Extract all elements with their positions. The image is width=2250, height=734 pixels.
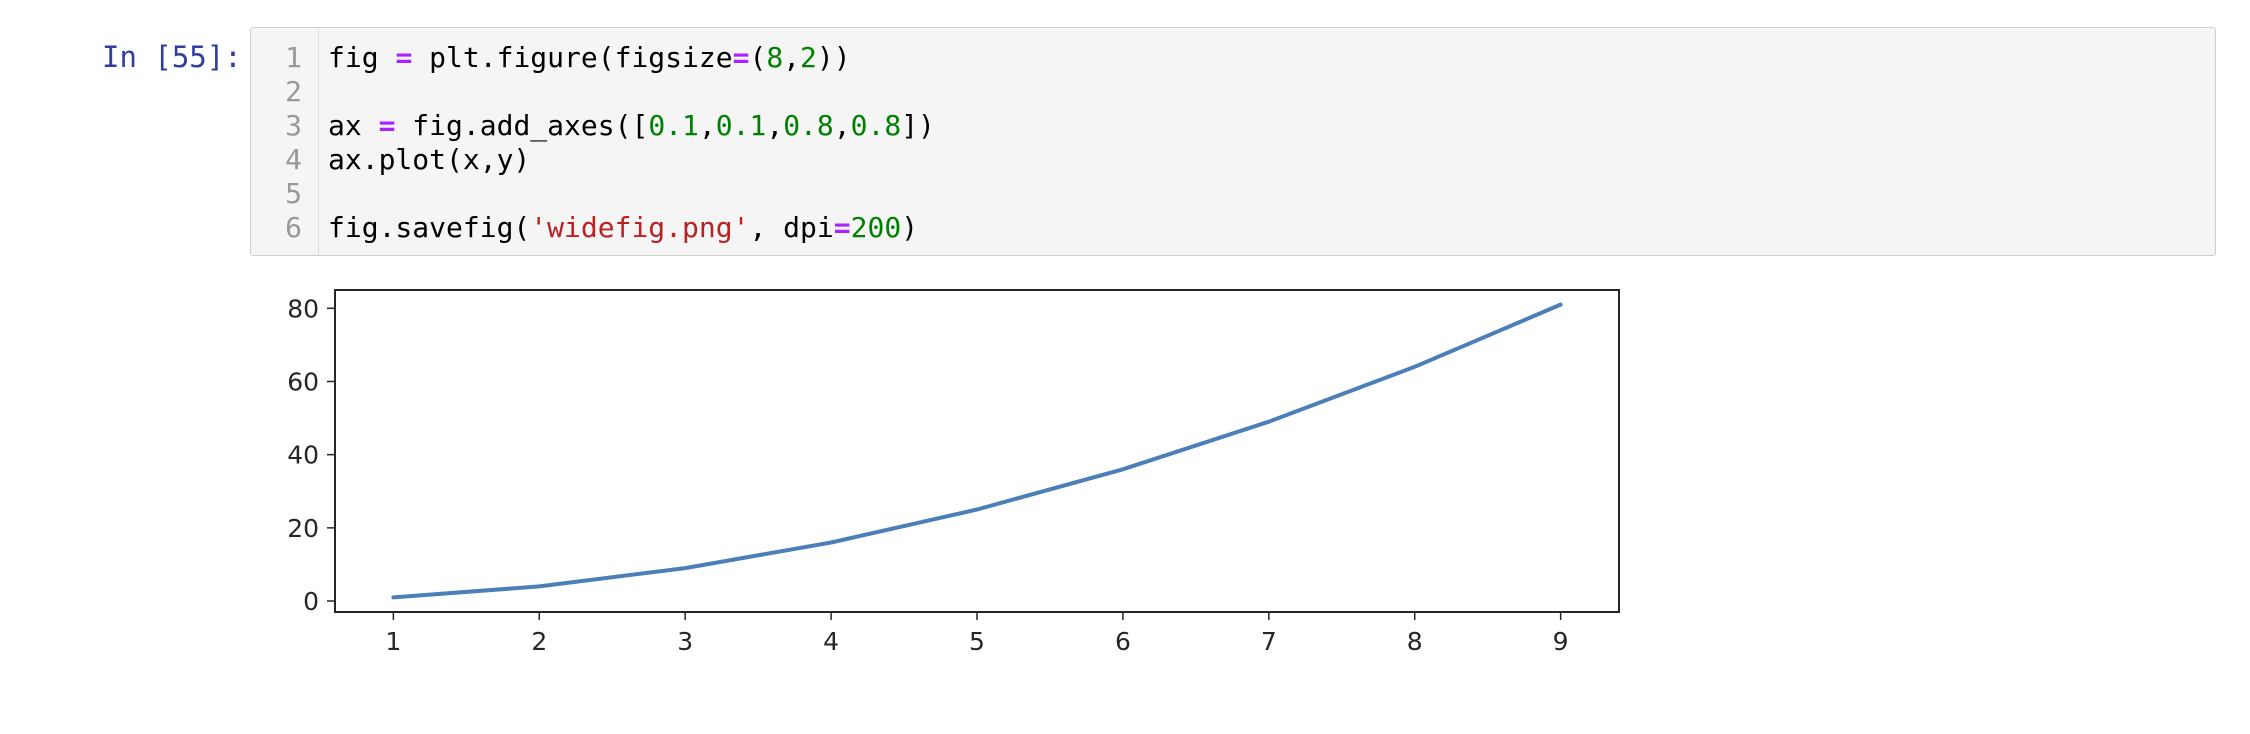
code-token: = [833,211,851,244]
code-token: 200 [850,211,902,244]
y-tick-label: 0 [303,587,319,616]
code-token: 2 [800,41,817,74]
code-token: fig.add_axes([ [395,109,649,142]
code-token: = [395,41,413,74]
x-tick-label: 6 [1115,627,1131,656]
series-line [391,302,1563,600]
code-token: 0.8 [783,109,834,142]
code-line: fig.savefig('widefig.png', dpi=200) [328,211,918,245]
y-tick-label: 40 [287,441,319,470]
code-token: ) [901,211,919,244]
code-token: 0.1 [648,109,699,142]
line-chart: 1 2 3 4 5 6 7 8 9 0 20 40 60 80 [287,289,1620,656]
code-token: , [783,41,801,74]
line-number: 5 [285,177,302,210]
x-tick-label: 3 [677,627,693,656]
code-token: fig [328,41,396,74]
x-tick-label: 9 [1553,627,1569,656]
code-token: 0.1 [715,109,767,142]
code-line: ax.plot(x,y) [328,143,530,177]
code-token: )) [816,41,851,74]
code-token: ax.plot(x,y) [328,143,531,176]
y-tick-label: 20 [287,514,319,543]
line-number: 1 [285,41,302,74]
code-token: 0.8 [850,109,902,142]
axes-frame [334,289,1620,613]
code-line: fig = plt.figure(figsize=(8,2)) [328,41,851,75]
code-token: , [766,109,784,142]
cell-prompt: In [55]: [102,40,242,74]
code-token: ( [749,41,767,74]
y-tick-label: 80 [287,294,319,323]
code-token: ]) [901,109,935,142]
code-token: = [378,109,396,142]
y-tick-label: 60 [287,367,319,396]
line-number: 6 [285,211,302,244]
cell-output: 1 2 3 4 5 6 7 8 9 0 20 40 60 80 [250,270,1650,690]
line-number: 3 [285,109,302,142]
line-number: 4 [285,143,302,176]
x-tick-label: 2 [531,627,547,656]
x-tick-label: 5 [969,627,985,656]
code-token: , [698,109,716,142]
code-token: , [833,109,851,142]
code-token: 'widefig.png' [530,211,750,244]
code-line: ax = fig.add_axes([0.1,0.1,0.8,0.8]) [328,109,935,143]
code-token: ax [328,109,379,142]
x-tick-label: 4 [823,627,839,656]
code-token: plt.figure(figsize [412,41,733,74]
x-tick-label: 1 [385,627,401,656]
code-token: , dpi [749,211,834,244]
code-token: fig.savefig( [328,211,531,244]
code-token: 8 [766,41,784,74]
x-tick-label: 7 [1261,627,1277,656]
code-token: = [732,41,750,74]
x-tick-label: 8 [1407,627,1423,656]
line-number: 2 [285,75,302,108]
